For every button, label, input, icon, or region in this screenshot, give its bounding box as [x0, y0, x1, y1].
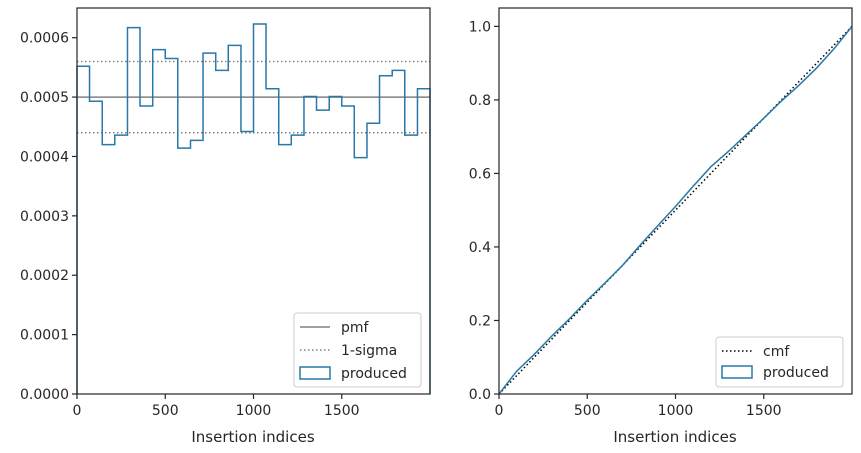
y-tick-label: 0.0000 — [20, 387, 69, 403]
left-x-axis-label: Insertion indices — [191, 428, 314, 446]
x-tick-label: 1000 — [236, 403, 272, 419]
y-tick-label: 0.8 — [469, 93, 491, 109]
y-tick-label: 0.0004 — [20, 149, 69, 165]
y-tick-label: 0.2 — [469, 313, 491, 329]
left-plot-frame — [76, 7, 431, 395]
y-tick-label: 0.0005 — [20, 90, 69, 106]
x-tick-label: 0 — [495, 403, 504, 419]
y-tick-label: 0.6 — [469, 166, 491, 182]
legend-sigma-label: 1-sigma — [341, 343, 397, 359]
y-tick-label: 0.0002 — [20, 268, 69, 284]
x-tick-label: 1000 — [658, 403, 694, 419]
y-tick-label: 0.4 — [469, 240, 491, 256]
y-tick-label: 0.0006 — [20, 31, 69, 47]
legend-pmf-label: pmf — [341, 320, 370, 336]
right-legend-box — [715, 336, 844, 388]
left-x-ticks: 0 500 1000 1500 — [73, 394, 360, 419]
left-y-ticks: 0.0000 0.0001 0.0002 0.0003 0.0004 0.0005 0.00… — [20, 31, 77, 403]
right-chart-panel: 0.0 0.2 0.4 0.6 0.8 1.0 0 500 1000 1500 Insertio… — [469, 7, 853, 446]
x-tick-label: 1500 — [746, 403, 782, 419]
y-tick-label: 0.0001 — [20, 328, 69, 344]
legend-produced-label: produced — [341, 366, 407, 382]
left-chart-panel: 0.0000 0.0001 0.0002 0.0003 0.0004 0.0005 0.00… — [20, 7, 431, 446]
right-legend: cmf produced — [715, 336, 844, 388]
legend-produced-label-right: produced — [763, 365, 829, 381]
y-tick-label: 0.0003 — [20, 209, 69, 225]
produced-histogram — [76, 23, 431, 394]
x-tick-label: 500 — [152, 403, 179, 419]
right-y-ticks: 0.0 0.2 0.4 0.6 0.8 1.0 — [469, 19, 499, 403]
cmf-line — [498, 25, 853, 395]
right-x-ticks: 0 500 1000 1500 — [495, 394, 782, 419]
left-legend: pmf 1-sigma produced — [293, 312, 422, 388]
legend-produced-swatch — [299, 366, 331, 380]
legend-produced-swatch-right — [721, 365, 753, 379]
right-plot-frame — [498, 7, 853, 395]
right-x-axis-label: Insertion indices — [613, 428, 736, 446]
x-tick-label: 0 — [73, 403, 82, 419]
legend-cmf-label: cmf — [763, 344, 790, 360]
x-tick-label: 1500 — [324, 403, 360, 419]
x-tick-label: 500 — [574, 403, 601, 419]
y-tick-label: 1.0 — [469, 19, 491, 35]
left-legend-box — [293, 312, 422, 388]
y-tick-label: 0.0 — [469, 387, 491, 403]
produced-cumulative-line — [498, 25, 853, 395]
